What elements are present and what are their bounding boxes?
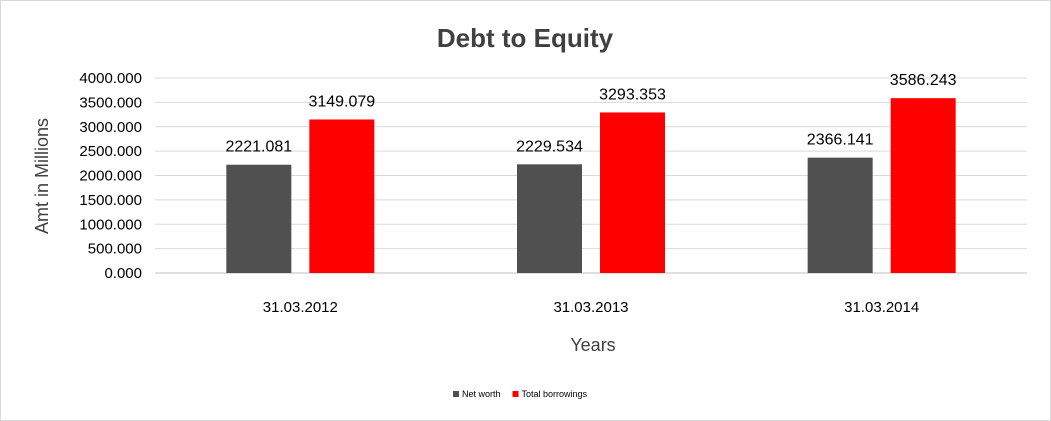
data-label: 2229.534 — [516, 138, 583, 155]
bars — [226, 98, 956, 274]
y-tick-label: 4000.000 — [79, 70, 142, 87]
legend: Net worth Total borrowings — [453, 389, 588, 399]
x-category-label: 31.03.2013 — [553, 299, 628, 316]
bar-total-borrowings — [600, 112, 665, 274]
x-category-label: 31.03.2012 — [263, 299, 338, 316]
data-label: 3293.353 — [599, 86, 666, 103]
legend-entry: Total borrowings — [522, 389, 588, 399]
legend-swatch — [453, 391, 459, 397]
y-tick-label: 3000.000 — [79, 119, 142, 136]
bar-total-borrowings — [309, 119, 375, 274]
y-tick-label: 0.000 — [104, 265, 142, 282]
legend-swatch — [512, 391, 519, 397]
y-tick-label: 1000.000 — [79, 216, 142, 233]
y-tick-label: 2000.000 — [79, 168, 142, 185]
y-tick-label: 500.000 — [88, 241, 142, 258]
x-axis-categories: 31.03.2012 31.03.2013 31.03.2014 — [263, 299, 919, 316]
data-label: 3149.079 — [308, 93, 375, 110]
bar-total-borrowings — [890, 98, 956, 273]
data-label: 3586.243 — [890, 72, 957, 89]
y-axis-ticks: 0.000 500.000 1000.000 1500.000 2000.000 2500… — [79, 70, 142, 282]
bar-net-worth — [226, 164, 292, 273]
data-label: 2366.141 — [807, 132, 874, 149]
data-label: 2221.081 — [225, 139, 292, 156]
y-tick-label: 1500.000 — [79, 192, 142, 209]
y-axis-title: Amt in Millions — [32, 118, 52, 234]
chart-title: Debt to Equity — [437, 23, 614, 53]
data-labels: 2221.081 3149.079 2229.534 3293.353 2366.141… — [225, 72, 956, 156]
y-tick-label: 2500.000 — [79, 143, 142, 160]
x-axis-title: Years — [570, 335, 615, 355]
x-category-label: 31.03.2014 — [844, 299, 919, 316]
y-tick-label: 3500.000 — [79, 94, 142, 111]
legend-entry: Net worth — [462, 389, 501, 399]
bar-net-worth — [807, 157, 873, 273]
bar-net-worth — [517, 164, 582, 273]
gridlines — [155, 77, 1027, 274]
